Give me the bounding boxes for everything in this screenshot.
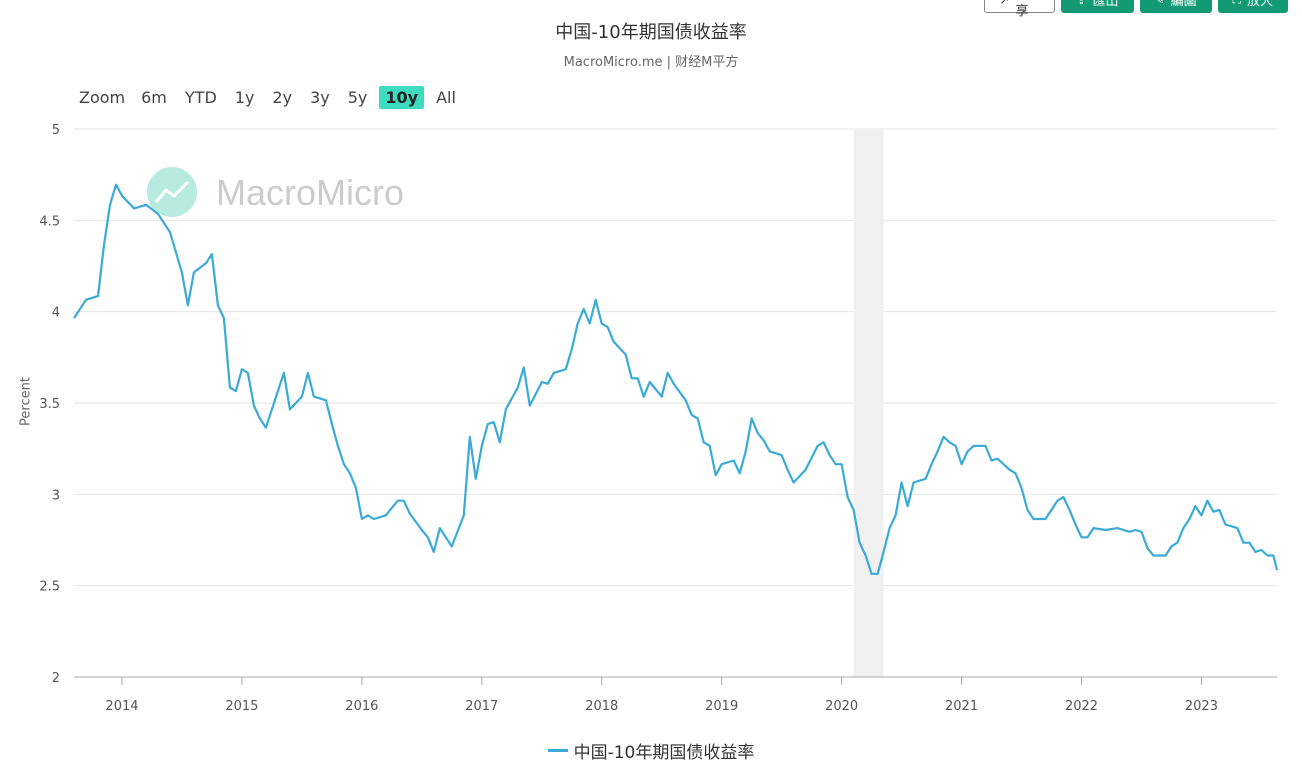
x-tick-label: 2023 xyxy=(1185,699,1218,714)
zoom-label: Zoom xyxy=(79,88,126,107)
x-tick-label: 2016 xyxy=(345,699,378,714)
export-icon: ⇪ xyxy=(1076,0,1086,7)
zoom-ytd-button[interactable]: YTD xyxy=(184,88,217,107)
legend-label: 中国-10年期国债收益率 xyxy=(573,743,755,763)
y-tick-label: 3 xyxy=(52,488,60,503)
zoom-2y-button[interactable]: 2y xyxy=(272,88,293,107)
series-line[interactable] xyxy=(73,183,1279,575)
share-label: 分享 xyxy=(1015,3,1029,19)
legend-swatch xyxy=(547,749,568,752)
share-button[interactable]: ↗ 分享 xyxy=(984,0,1056,19)
watermark-chart-icon xyxy=(154,180,190,203)
enlarge-button[interactable]: ⛶ 放大 xyxy=(1217,0,1288,13)
x-tick-label: 2019 xyxy=(705,699,738,714)
x-tick-label: 2021 xyxy=(945,699,978,714)
shaded-period xyxy=(853,129,884,677)
chart-subtitle: MacroMicro.me | 财经M平方 xyxy=(563,55,739,70)
y-tick-label: 2 xyxy=(52,671,60,686)
x-axis-ticks: 2014 2015 2016 2017 2018 2019 2020 2021 2022 2023 xyxy=(105,677,1218,714)
zoom-3y-button[interactable]: 3y xyxy=(310,88,330,107)
zoom-6m-button[interactable]: 6m xyxy=(141,88,167,107)
chart-title: 中国-10年期国债收益率 xyxy=(555,22,747,43)
x-tick-label: 2022 xyxy=(1065,699,1098,714)
toolbar: ↗ 分享 ⇪ 匯出 ✎ 編圖 ⛶ 放大 xyxy=(984,0,1288,19)
y-tick-label: 4.5 xyxy=(39,214,60,229)
y-tick-label: 5 xyxy=(52,123,60,138)
export-button[interactable]: ⇪ 匯出 xyxy=(1061,0,1134,13)
zoom-10y-button[interactable]: 10y xyxy=(379,86,425,109)
watermark-text: MacroMicro xyxy=(216,172,404,213)
draw-label: 編圖 xyxy=(1170,0,1197,9)
x-tick-label: 2018 xyxy=(585,699,618,714)
y-tick-label: 3.5 xyxy=(39,397,60,412)
y-tick-label: 2.5 xyxy=(39,580,60,595)
pencil-icon: ✎ xyxy=(1155,0,1165,7)
enlarge-label: 放大 xyxy=(1246,0,1273,9)
y-tick-label: 4 xyxy=(52,306,60,321)
zoom-5y-button[interactable]: 5y xyxy=(347,88,368,107)
share-icon: ↗ xyxy=(999,0,1009,7)
zoom-all-button[interactable]: All xyxy=(436,88,456,107)
zoom-1y-button[interactable]: 1y xyxy=(234,88,255,107)
watermark: MacroMicro xyxy=(147,167,404,217)
x-tick-label: 2017 xyxy=(465,699,498,714)
watermark-logo-icon xyxy=(147,167,197,217)
x-tick-label: 2014 xyxy=(105,699,138,714)
x-tick-label: 2020 xyxy=(825,699,858,714)
draw-button[interactable]: ✎ 編圖 xyxy=(1139,0,1212,13)
zoom-selector: Zoom 6m YTD 1y 2y 3y 5y 10y All xyxy=(79,86,468,109)
x-tick-label: 2015 xyxy=(225,699,258,714)
gridlines xyxy=(74,128,1277,587)
export-label: 匯出 xyxy=(1092,0,1119,9)
y-axis-ticks: 2 2.5 3 3.5 4 4.5 5 xyxy=(39,123,60,686)
expand-icon: ⛶ xyxy=(1233,0,1241,7)
legend-item[interactable]: 中国-10年期国债收益率 xyxy=(0,738,1302,763)
